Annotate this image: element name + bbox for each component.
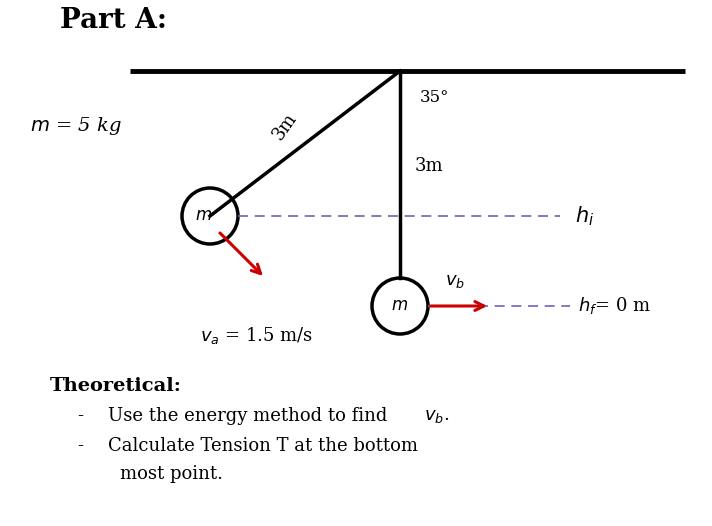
Text: $h_i$: $h_i$: [575, 204, 595, 228]
Text: Theoretical:: Theoretical:: [50, 377, 182, 395]
Text: 35°: 35°: [420, 89, 449, 106]
Text: $m$ = 5 kg: $m$ = 5 kg: [30, 115, 122, 137]
Text: $m$: $m$: [196, 207, 212, 225]
Text: 3m: 3m: [415, 157, 444, 175]
Text: $v_a$ = 1.5 m/s: $v_a$ = 1.5 m/s: [200, 326, 313, 347]
Text: -: -: [77, 407, 83, 425]
Text: 3m: 3m: [269, 109, 300, 143]
Text: $m$: $m$: [392, 298, 409, 315]
Text: $h_f$= 0 m: $h_f$= 0 m: [578, 296, 651, 317]
Circle shape: [372, 278, 428, 334]
Text: -: -: [77, 437, 83, 455]
Circle shape: [182, 188, 238, 244]
Text: Part A:: Part A:: [60, 7, 167, 35]
Text: most point.: most point.: [120, 465, 223, 483]
Text: $v_b$.: $v_b$.: [424, 407, 449, 425]
Text: Use the energy method to find: Use the energy method to find: [108, 407, 393, 425]
Text: Calculate Tension T at the bottom: Calculate Tension T at the bottom: [108, 437, 418, 455]
Text: $v_b$: $v_b$: [445, 272, 465, 290]
